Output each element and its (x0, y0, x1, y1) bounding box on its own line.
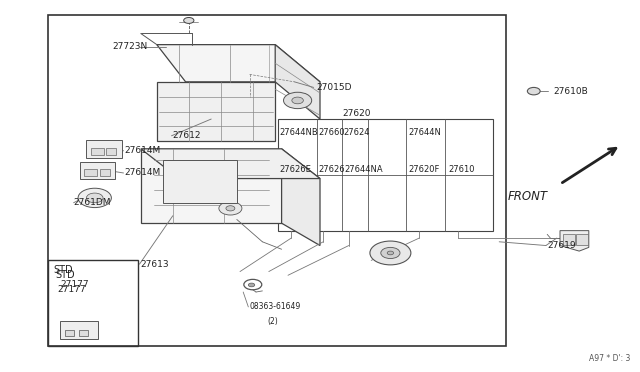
Polygon shape (157, 82, 275, 141)
Bar (278, 119, 493, 231)
Text: 27620F: 27620F (408, 165, 440, 174)
Text: 27626: 27626 (318, 165, 345, 174)
Circle shape (381, 247, 400, 259)
Circle shape (184, 17, 194, 23)
Text: STD: STD (56, 270, 76, 280)
Text: 27177: 27177 (61, 280, 90, 289)
Text: 27624: 27624 (344, 128, 370, 137)
Bar (65, 330, 74, 336)
Circle shape (284, 92, 312, 109)
Text: 27614M: 27614M (125, 169, 161, 177)
Polygon shape (275, 45, 320, 119)
Polygon shape (282, 149, 320, 246)
Text: FRONT: FRONT (508, 190, 547, 203)
Bar (86, 140, 122, 158)
Text: 27613: 27613 (141, 260, 170, 269)
Text: 27644NA: 27644NA (344, 165, 383, 174)
Polygon shape (157, 45, 320, 82)
Text: 27644N: 27644N (408, 128, 441, 137)
Bar (106, 148, 116, 155)
Text: (2): (2) (268, 317, 278, 326)
Text: 27610B: 27610B (554, 87, 588, 96)
Text: A97 * D': 3: A97 * D': 3 (589, 354, 630, 363)
Text: 27612: 27612 (173, 131, 202, 140)
Polygon shape (141, 149, 282, 223)
Text: 27626E: 27626E (279, 165, 311, 174)
Text: 2761DM: 2761DM (74, 198, 111, 207)
Circle shape (226, 206, 235, 211)
Circle shape (387, 251, 394, 255)
Bar (576, 234, 588, 245)
Bar (563, 234, 575, 245)
Polygon shape (141, 149, 320, 179)
Bar (48, 260, 138, 346)
Text: 27610: 27610 (448, 165, 474, 174)
Text: 27620: 27620 (342, 109, 371, 118)
Text: 27723N: 27723N (112, 42, 147, 51)
Circle shape (292, 97, 303, 104)
Text: 27644NB: 27644NB (279, 128, 318, 137)
Bar (60, 321, 98, 339)
Text: STD: STD (53, 265, 73, 275)
Bar (48, 15, 506, 346)
Text: 27177: 27177 (58, 285, 86, 294)
Circle shape (527, 87, 540, 95)
Circle shape (86, 193, 103, 203)
Bar (163, 160, 237, 203)
Text: 27614M: 27614M (125, 146, 161, 155)
Bar (91, 148, 104, 155)
Bar (79, 330, 88, 336)
Bar (100, 169, 110, 176)
Circle shape (219, 202, 242, 215)
Text: 27619: 27619 (547, 241, 576, 250)
Circle shape (78, 188, 111, 208)
Text: 08363-61649: 08363-61649 (250, 302, 301, 311)
Circle shape (248, 283, 255, 287)
Text: 27660: 27660 (318, 128, 345, 137)
Text: 27015D: 27015D (317, 83, 352, 92)
Polygon shape (560, 231, 589, 251)
Bar (80, 162, 115, 179)
Bar (84, 169, 97, 176)
Circle shape (370, 241, 411, 265)
